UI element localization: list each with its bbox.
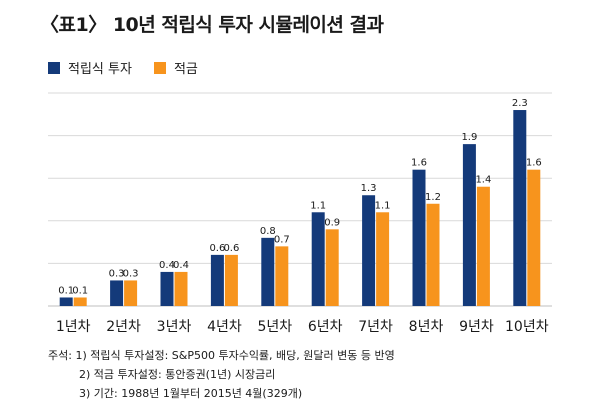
data-label: 1.9 — [461, 132, 477, 143]
bar-series2 — [73, 297, 87, 306]
bar-series1 — [513, 110, 527, 306]
x-tick-label: 3년차 — [157, 319, 192, 335]
data-label: 1.3 — [361, 183, 377, 194]
data-label: 0.9 — [324, 217, 340, 228]
x-tick-label: 8년차 — [409, 319, 444, 335]
legend-swatch-series1 — [48, 61, 60, 74]
data-label: 0.4 — [159, 260, 175, 271]
data-label: 0.3 — [123, 268, 139, 279]
data-label: 0.8 — [260, 226, 276, 237]
bar-series1 — [261, 237, 275, 306]
bar-series1 — [160, 271, 174, 306]
data-label: 1.2 — [425, 192, 441, 203]
bar-series2 — [426, 203, 440, 306]
legend-item-series2: 적금 — [153, 58, 198, 77]
x-tick-label: 9년차 — [459, 319, 494, 335]
legend-swatch-series2 — [153, 61, 166, 74]
data-label: 2.3 — [512, 98, 528, 109]
footnotes: 주석: 1) 적립식 투자설정: S&P500 투자수익률, 배당, 원달러 변… — [48, 346, 395, 403]
bar-series2 — [476, 186, 490, 306]
data-label: 0.1 — [58, 285, 74, 296]
bar-series1 — [210, 254, 224, 306]
footnote-1: 주석: 1) 적립식 투자설정: S&P500 투자수익률, 배당, 원달러 변… — [48, 349, 395, 362]
x-tick-label: 2년차 — [106, 319, 141, 335]
bar-series2 — [174, 271, 188, 306]
legend: 적립식 투자 적금 — [48, 58, 220, 77]
legend-label-series1: 적립식 투자 — [68, 62, 132, 77]
x-tick-label: 7년차 — [358, 319, 393, 335]
data-label: 0.7 — [274, 234, 290, 245]
footnote-2: 2) 적금 투자설정: 통안증권(1년) 시장금리 — [79, 368, 276, 381]
bar-series1 — [311, 212, 325, 306]
data-label: 1.6 — [526, 158, 542, 169]
bar-series1 — [362, 195, 376, 306]
data-label: 0.6 — [209, 243, 225, 254]
bar-series1 — [462, 144, 476, 306]
bar-series2 — [275, 246, 289, 306]
x-tick-label: 5년차 — [257, 319, 292, 335]
bar-series2 — [124, 280, 138, 306]
data-label: 0.1 — [72, 285, 88, 296]
data-label: 0.4 — [173, 260, 189, 271]
chart-title: 〈표1〉 10년 적립식 투자 시뮬레이션 결과 — [40, 14, 384, 36]
x-tick-label: 10년차 — [505, 319, 549, 335]
legend-item-series1: 적립식 투자 — [48, 58, 132, 77]
data-label: 1.1 — [375, 200, 391, 211]
bar-series1 — [110, 280, 124, 306]
data-label: 1.1 — [310, 200, 326, 211]
legend-label-series2: 적금 — [173, 62, 198, 77]
bar-series1 — [412, 169, 426, 306]
x-tick-label: 6년차 — [308, 319, 343, 335]
data-label: 1.6 — [411, 158, 427, 169]
data-label: 0.3 — [109, 268, 125, 279]
x-tick-label: 1년차 — [56, 319, 91, 335]
bar-series2 — [376, 212, 390, 306]
data-label: 1.4 — [475, 175, 491, 186]
footnote-3: 3) 기간: 1988년 1월부터 2015년 4월(329개) — [79, 387, 303, 400]
bar-series2 — [325, 229, 339, 306]
bar-series1 — [59, 297, 73, 306]
data-label: 0.6 — [223, 243, 239, 254]
bar-series2 — [224, 254, 238, 306]
bar-series2 — [527, 169, 541, 306]
x-tick-label: 4년차 — [207, 319, 242, 335]
